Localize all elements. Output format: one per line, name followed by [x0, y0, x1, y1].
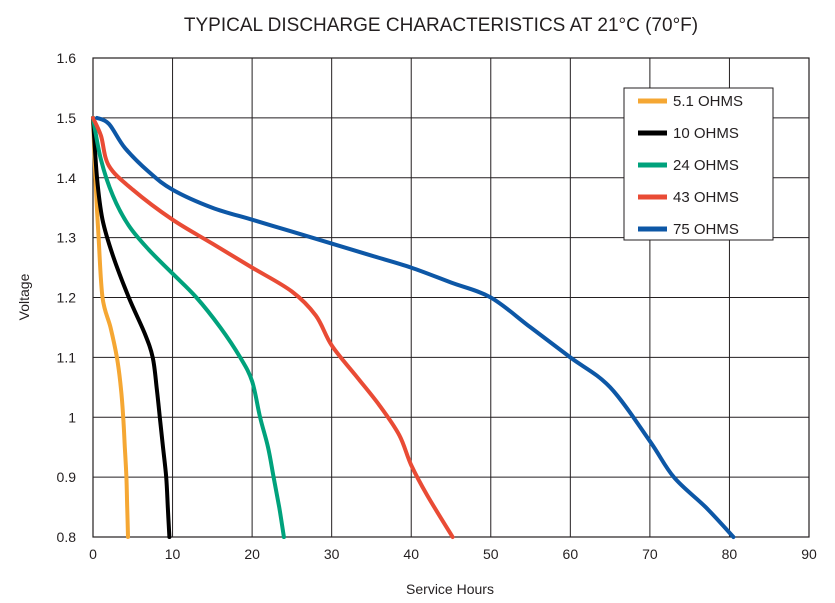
y-tick-label: 1.5 [57, 110, 77, 126]
series-line-43-ohms [91, 115, 455, 539]
chart-title: TYPICAL DISCHARGE CHARACTERISTICS AT 21°… [184, 15, 698, 36]
legend: 5.1 OHMS 10 OHMS 24 OHMS 43 OHMS 75 OHMS [623, 87, 774, 241]
x-tick-label: 80 [722, 546, 738, 562]
plot-area: 0 10 20 30 40 50 60 70 80 90 0.8 0.9 1 1.1 1.2 1.3 1.4 1.… [57, 50, 817, 562]
y-tick-label: 0.8 [57, 529, 77, 545]
x-tick-label: 90 [801, 546, 817, 562]
x-tick-label: 30 [324, 546, 340, 562]
y-tick-label: 1.2 [57, 290, 77, 306]
y-tick-label: 1.6 [57, 50, 77, 66]
legend-label: 10 OHMS [673, 125, 739, 142]
x-tick-label: 50 [483, 546, 499, 562]
legend-label: 75 OHMS [673, 221, 739, 238]
legend-label: 24 OHMS [673, 157, 739, 174]
x-tick-label: 60 [563, 546, 579, 562]
series-line-75-ohms [95, 115, 736, 539]
y-tick-label: 1 [68, 409, 76, 425]
series-line-10-ohms [91, 115, 172, 539]
x-tick-label: 70 [642, 546, 658, 562]
y-tick-label: 1.4 [57, 170, 77, 186]
series-line-5-1-ohms [91, 115, 130, 539]
y-tick-label: 0.9 [57, 469, 77, 485]
x-tick-label: 0 [89, 546, 97, 562]
series-line-24-ohms [91, 115, 286, 539]
y-axis-title: Voltage [16, 273, 32, 320]
x-tick-label: 20 [244, 546, 260, 562]
x-tick-label: 10 [165, 546, 181, 562]
x-axis-title: Service Hours [406, 581, 494, 597]
x-tick-label: 40 [403, 546, 419, 562]
legend-label: 5.1 OHMS [673, 93, 743, 110]
y-tick-label: 1.1 [57, 349, 77, 365]
legend-label: 43 OHMS [673, 189, 739, 206]
y-tick-label: 1.3 [57, 230, 77, 246]
